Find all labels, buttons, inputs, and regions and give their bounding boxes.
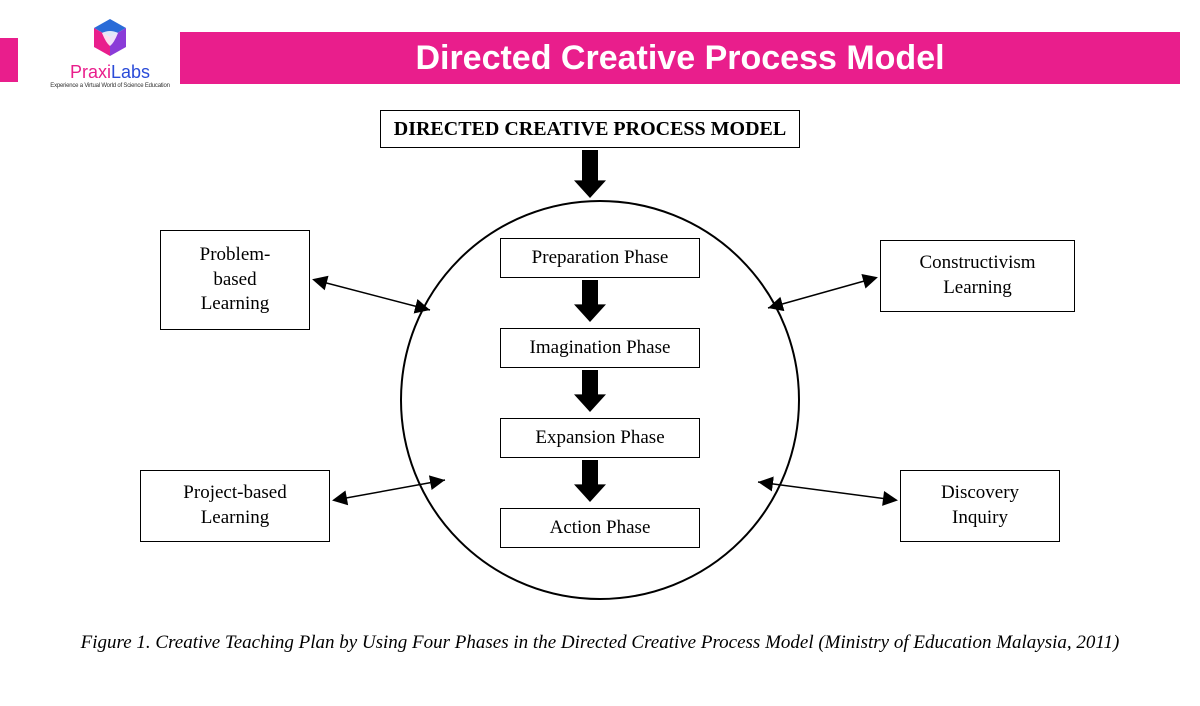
outer-label: Discovery Inquiry	[941, 481, 1019, 530]
logo-tagline: Experience a Virtual World of Science Ed…	[50, 83, 170, 89]
logo-word-b: Labs	[111, 62, 150, 82]
diagram-title-box: DIRECTED CREATIVE PROCESS MODEL	[380, 110, 800, 148]
outer-discovery: Discovery Inquiry	[900, 470, 1060, 542]
phase-label: Action Phase	[550, 516, 651, 541]
accent-bar	[0, 38, 18, 82]
outer-label: Problem- based Learning	[200, 243, 271, 317]
phase-label: Preparation Phase	[532, 246, 669, 271]
phase-label: Expansion Phase	[535, 426, 664, 451]
logo-text: PraxiLabs	[50, 62, 170, 83]
phase-action: Action Phase	[500, 508, 700, 548]
figure-caption: Figure 1. Creative Teaching Plan by Usin…	[80, 630, 1120, 657]
outer-label: Constructivism Learning	[919, 251, 1035, 300]
phase-imagination: Imagination Phase	[500, 328, 700, 368]
outer-project-based: Project-based Learning	[140, 470, 330, 542]
phase-expansion: Expansion Phase	[500, 418, 700, 458]
diagram-title-text: DIRECTED CREATIVE PROCESS MODEL	[394, 116, 786, 142]
page-title: Directed Creative Process Model	[180, 32, 1180, 84]
outer-constructivism: Constructivism Learning	[880, 240, 1075, 312]
diagram-canvas: DIRECTED CREATIVE PROCESS MODEL Preparat…	[0, 100, 1200, 660]
outer-label: Project-based Learning	[183, 481, 286, 530]
logo-word-a: Praxi	[70, 62, 111, 82]
outer-problem-based: Problem- based Learning	[160, 230, 310, 330]
header: PraxiLabs Experience a Virtual World of …	[0, 20, 1200, 90]
logo: PraxiLabs Experience a Virtual World of …	[50, 16, 170, 89]
phase-preparation: Preparation Phase	[500, 238, 700, 278]
logo-cube-icon	[88, 16, 132, 60]
phase-label: Imagination Phase	[530, 336, 671, 361]
